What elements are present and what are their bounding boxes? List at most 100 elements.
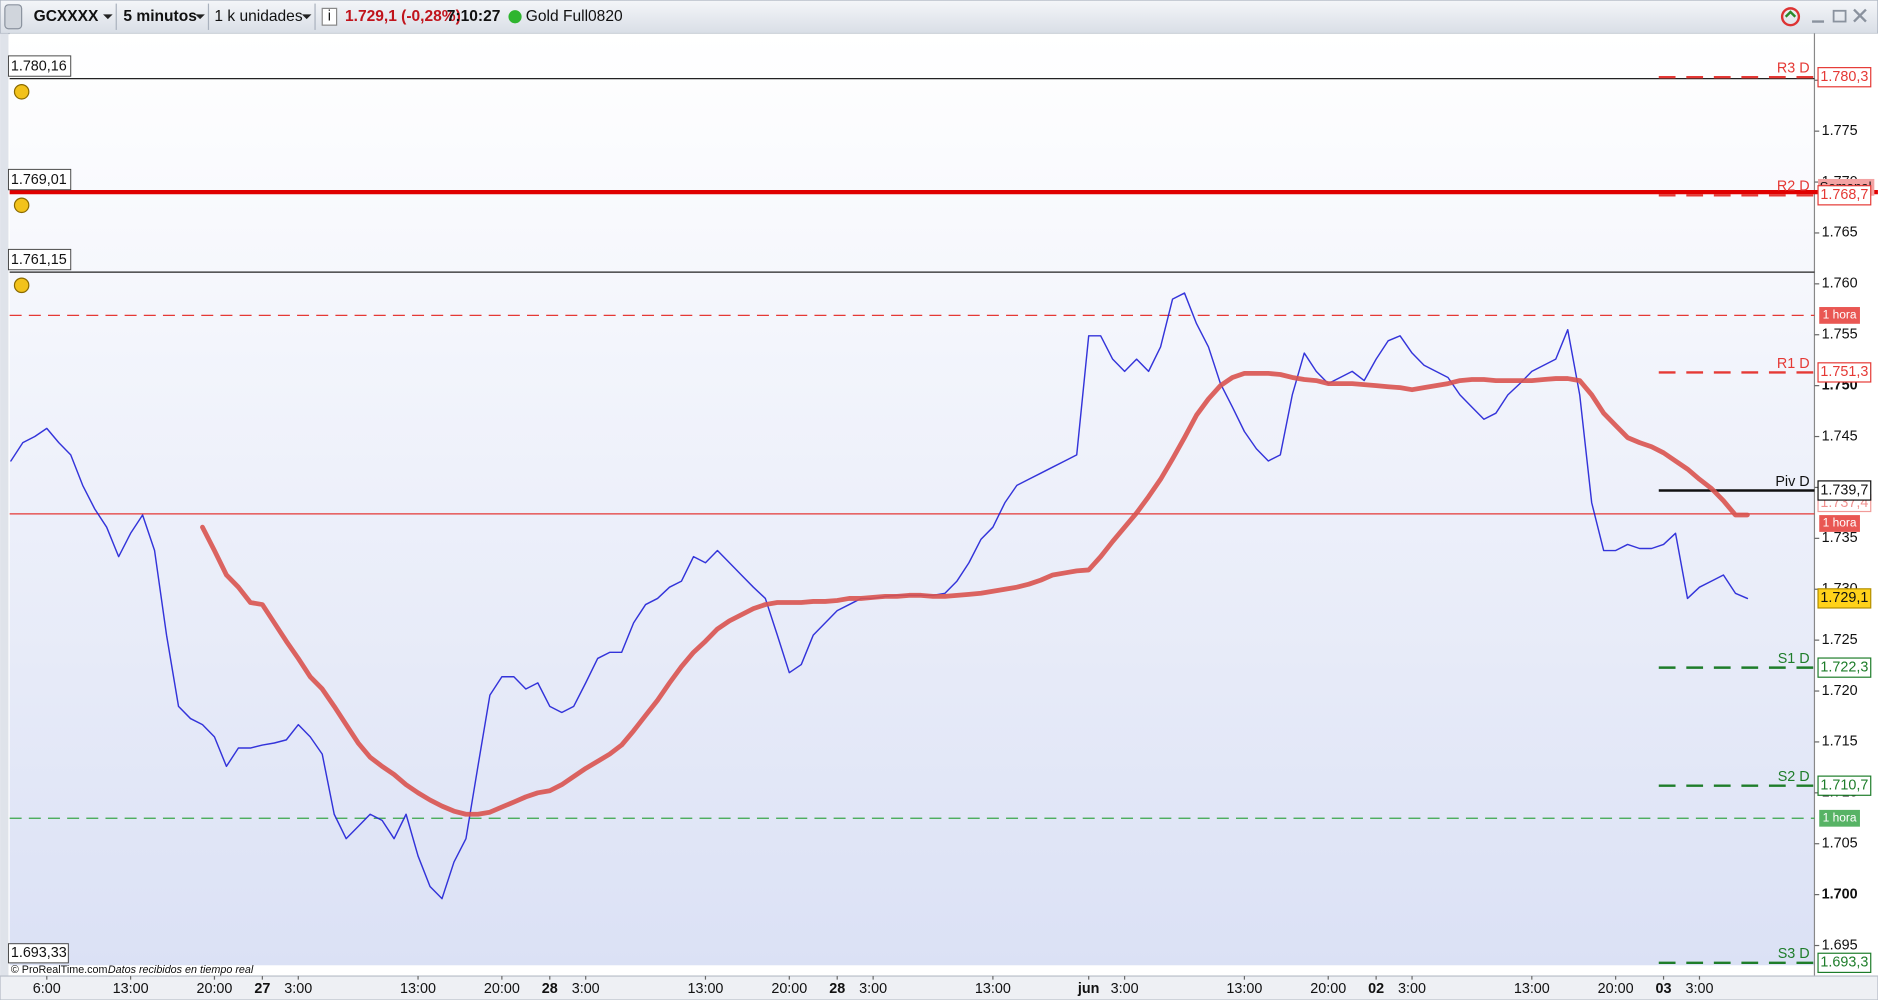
last-price-box [1817, 588, 1872, 609]
pivot-value: 1.780,3 [1820, 69, 1868, 85]
menu-grip[interactable] [4, 4, 23, 30]
y-tick-label: 1.745 [1822, 428, 1858, 444]
y-tick-label: 1.765 [1822, 225, 1858, 241]
pivot-value: 1.751,3 [1820, 364, 1868, 380]
x-tick-label: 02 [1368, 981, 1384, 997]
pivot-name: R1 D [1777, 356, 1810, 372]
dropdown-arrow [301, 14, 312, 20]
y-tick-label: 1.700 [1822, 886, 1858, 902]
status-dot [508, 10, 522, 24]
x-tick-label: 13:00 [1226, 981, 1262, 997]
x-tick-label: 3:00 [1686, 981, 1714, 997]
y-tick-label: 1.735 [1822, 530, 1858, 546]
x-tick-label: 3:00 [284, 981, 312, 997]
y-tick-label: 1.725 [1822, 632, 1858, 648]
alert-label-box [7, 55, 72, 77]
x-tick-label: 28 [829, 981, 845, 997]
maximize-button[interactable] [1832, 9, 1847, 23]
x-tick-label: 20:00 [1598, 981, 1634, 997]
pivot-value-box [1817, 480, 1872, 501]
level-badge [1819, 307, 1860, 324]
pivot-name: Piv D [1775, 474, 1809, 490]
sync-icon[interactable] [1780, 7, 1801, 27]
alert-bell [13, 197, 30, 214]
y-tick-label: 1.705 [1822, 836, 1858, 852]
alert-label: 1.780,16 [11, 58, 67, 74]
alert-label: 1.761,15 [11, 252, 67, 268]
time-axis [0, 975, 1878, 1000]
alert-label-box [7, 168, 72, 191]
pivot-value-box [1817, 952, 1872, 974]
toolbar [0, 0, 1878, 35]
pivot-value: 1.739,7 [1820, 482, 1868, 498]
x-tick-label: 13:00 [975, 981, 1011, 997]
pivot-name: S3 D [1778, 946, 1810, 962]
level-badge-label: 1 hora [1823, 810, 1857, 824]
alert-label-box [7, 248, 72, 271]
plot-area [9, 33, 1815, 966]
chart-layer: 1.6951.7001.7051.7101.7151.7201.7251.730… [7, 55, 1878, 997]
x-tick-label: 20:00 [196, 981, 232, 997]
x-tick-label: 03 [1656, 981, 1672, 997]
x-tick-label: 13:00 [687, 981, 723, 997]
sync-arrow [1784, 10, 1797, 18]
y-tick-label: 1.720 [1822, 683, 1858, 699]
account: Gold Full0820 [526, 8, 623, 25]
pivot-value-box [1817, 67, 1872, 88]
instrument[interactable]: GCXXXX [34, 8, 99, 25]
dropdown-arrow [195, 14, 205, 20]
low-label-box [7, 943, 69, 964]
level-badge-label: 1 hora [1823, 308, 1857, 322]
y-tick-label: 1.775 [1822, 123, 1858, 139]
x-tick-label: jun [1077, 981, 1100, 997]
level-badge [1819, 809, 1860, 827]
alert-label: 1.769,01 [11, 172, 67, 188]
data-status: Datos recibidos en tiempo real [108, 964, 254, 976]
x-tick-label: 13:00 [400, 981, 436, 997]
pivot-value: 1.693,3 [1820, 955, 1868, 971]
pivot-name: S2 D [1778, 769, 1810, 785]
x-tick-label: 3:00 [859, 981, 887, 997]
pivot-name: S1 D [1778, 651, 1810, 667]
x-tick-label: 13:00 [1514, 981, 1550, 997]
y-tick-label: 1.755 [1822, 327, 1858, 343]
x-tick-label: 3:00 [1111, 981, 1139, 997]
low-label: 1.693,33 [11, 945, 67, 961]
x-tick-label: 3:00 [572, 981, 600, 997]
info-glyph: i [328, 9, 331, 25]
timeframe[interactable]: 5 minutos [123, 8, 197, 25]
info-icon[interactable] [321, 7, 338, 26]
quote: 1.729,1 (-0,28%) [345, 8, 461, 25]
x-tick-label: 20:00 [1310, 981, 1346, 997]
pivot-value: 1.722,3 [1820, 659, 1868, 675]
close-button[interactable] [1853, 8, 1867, 23]
x-tick-label: 3:00 [1398, 981, 1426, 997]
alert-bell [13, 84, 30, 100]
x-tick-label: 20:00 [484, 981, 520, 997]
clock: 7:10:27 [447, 8, 501, 25]
pivot-name: R2 D [1777, 179, 1810, 195]
pivot-value-box [1817, 657, 1872, 678]
left-strip [0, 33, 9, 977]
level-badge-label: 1 hora [1823, 516, 1857, 530]
pivot-value: 1.768,7 [1820, 187, 1868, 203]
y-tick-label: 1.715 [1822, 734, 1858, 750]
units[interactable]: 1 k unidades [214, 8, 302, 25]
pivot-name: R3 D [1777, 61, 1810, 77]
copyright: © ProRealTime.com [11, 964, 108, 976]
moving-average [200, 371, 1750, 817]
pivot-value-box [1817, 775, 1872, 796]
pivot-value: 1.710,7 [1820, 777, 1868, 793]
level-badge [1819, 515, 1860, 532]
pivot-value-box [1817, 185, 1872, 206]
dropdown-arrow [103, 14, 113, 20]
pivot-value-box [1817, 362, 1872, 383]
y-tick-label: 1.695 [1822, 937, 1858, 953]
x-tick-label: 20:00 [771, 981, 807, 997]
x-tick-label: 13:00 [113, 981, 149, 997]
x-tick-label: 28 [542, 981, 558, 997]
alert-bell [13, 277, 30, 294]
x-tick-label: 6:00 [33, 981, 61, 997]
